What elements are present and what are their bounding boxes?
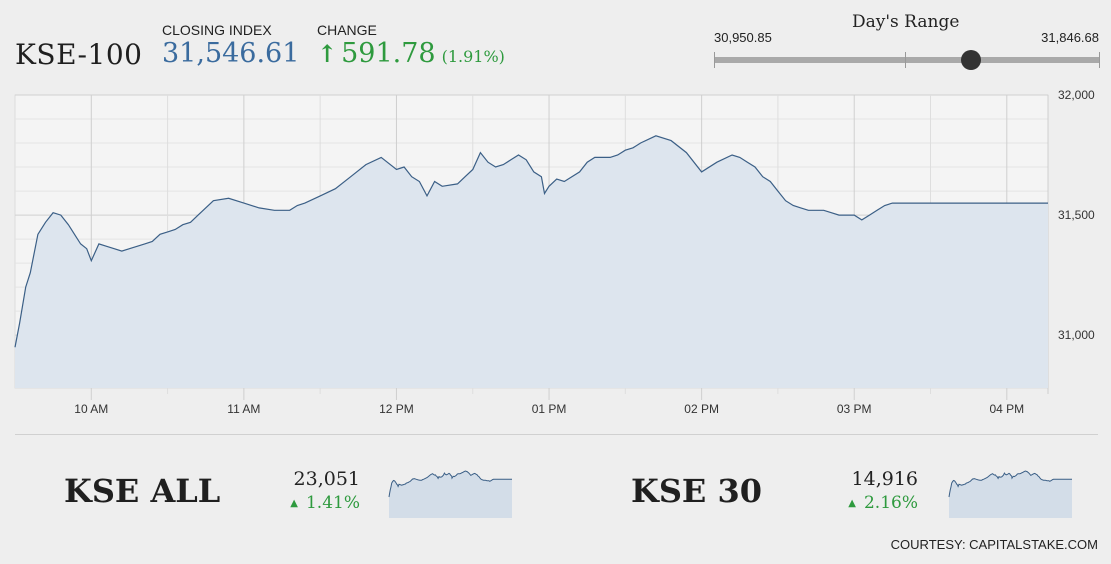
kse100-intraday-chart: 31,000 31,500 32,000 10 AM 11 AM 12 PM 01 PM 02… xyxy=(14,88,1095,416)
y-tick-label: 31,000 xyxy=(1058,328,1095,342)
kse-30-change-group: ▲ 2.16% xyxy=(818,493,918,513)
sparkline-area xyxy=(389,471,512,518)
change-label: CHANGE xyxy=(317,22,377,38)
sparkline-area xyxy=(949,471,1072,518)
x-tick-label: 04 PM xyxy=(989,402,1024,416)
closing-index-value: 31,546.61 xyxy=(162,38,300,69)
courtesy-text: COURTESY: CAPITALSTAKE.COM xyxy=(890,537,1098,552)
y-tick-label: 32,000 xyxy=(1058,88,1095,102)
days-range-track xyxy=(714,57,1100,63)
closing-index-label: CLOSING INDEX xyxy=(162,22,272,38)
kse-all-change: 1.41% xyxy=(305,493,360,513)
up-triangle-icon: ▲ xyxy=(848,498,856,509)
x-tick-label: 03 PM xyxy=(837,402,872,416)
days-range-thumb xyxy=(960,50,981,70)
divider xyxy=(15,434,1098,435)
x-tick-label: 02 PM xyxy=(684,402,719,416)
kse-all-sparkline xyxy=(388,470,512,518)
sparkline-line xyxy=(948,470,1072,498)
kse-30-sparkline xyxy=(948,470,1072,518)
x-tick-label: 12 PM xyxy=(379,402,414,416)
y-tick-label: 31,500 xyxy=(1058,208,1095,222)
x-tick-label: 11 AM xyxy=(227,402,260,416)
days-range-min: 30,950.85 xyxy=(714,30,772,45)
range-tick-left xyxy=(714,52,715,68)
kse-30-change: 2.16% xyxy=(863,493,918,513)
x-tick-label: 10 AM xyxy=(74,402,108,416)
change-percent: (1.91%) xyxy=(441,47,505,66)
kse-30-value: 14,916 xyxy=(851,468,918,490)
kse-all-value: 23,051 xyxy=(293,468,360,490)
up-arrow-icon: ↑ xyxy=(317,39,338,68)
days-range-title: Day's Range xyxy=(852,12,960,32)
up-triangle-icon: ▲ xyxy=(290,498,298,509)
range-tick-right xyxy=(1099,52,1100,68)
x-tick-label: 01 PM xyxy=(532,402,567,416)
change-value: 591.78 xyxy=(341,38,436,69)
days-range-max: 31,846.68 xyxy=(1041,30,1099,45)
change-group: ↑ 591.78 (1.91%) xyxy=(317,38,505,69)
sparkline-line xyxy=(388,470,512,498)
kse-30-name: KSE 30 xyxy=(631,472,762,510)
kse-all-change-group: ▲ 1.41% xyxy=(260,493,360,513)
range-tick-mid xyxy=(905,52,906,68)
series-area xyxy=(15,135,1048,388)
kse-all-name: KSE ALL xyxy=(64,472,221,510)
series-line xyxy=(14,135,1048,348)
index-name: KSE-100 xyxy=(15,38,143,71)
